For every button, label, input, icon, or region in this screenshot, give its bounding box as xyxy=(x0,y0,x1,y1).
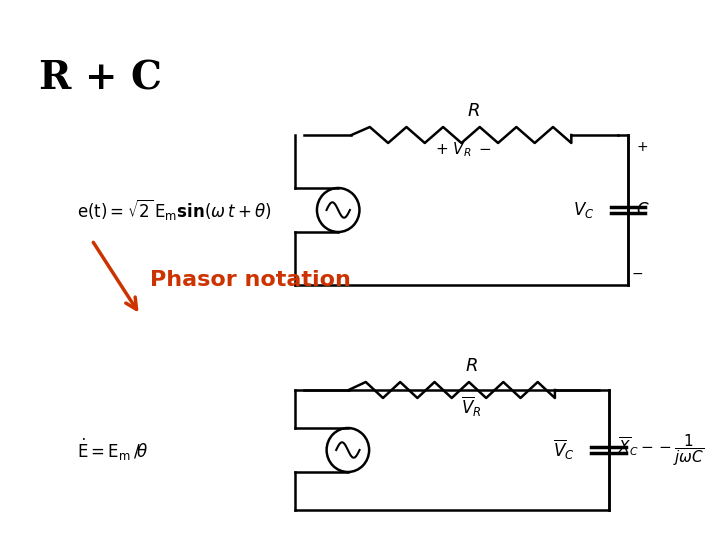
Text: $V_C$: $V_C$ xyxy=(573,200,594,220)
Text: $R$: $R$ xyxy=(467,102,480,120)
Text: $+\ V_R\ -$: $+\ V_R\ -$ xyxy=(436,140,492,159)
Text: $\mathrm{e(t)} = \sqrt{2}\,\mathrm{E_m}\mathbf{sin}(\omega\,t + \theta)$: $\mathrm{e(t)} = \sqrt{2}\,\mathrm{E_m}\… xyxy=(77,198,271,222)
Text: $R$: $R$ xyxy=(464,357,477,375)
Text: $\mathrm{\dot{E}} = \mathrm{E_m}\,/\!\theta$: $\mathrm{\dot{E}} = \mathrm{E_m}\,/\!\th… xyxy=(77,437,148,463)
Text: $+$: $+$ xyxy=(636,140,648,154)
Text: $-$: $-$ xyxy=(631,266,643,280)
Text: $\overline{V}_C$: $\overline{V}_C$ xyxy=(554,438,575,462)
Text: $\overline{V}_R$: $\overline{V}_R$ xyxy=(461,395,482,419)
Text: R + C: R + C xyxy=(39,60,162,98)
Text: $C$: $C$ xyxy=(636,201,649,219)
Text: Phasor notation: Phasor notation xyxy=(150,270,351,290)
Text: $\overline{X}_C - -\dfrac{1}{j\omega C}$: $\overline{X}_C - -\dfrac{1}{j\omega C}$ xyxy=(618,432,705,468)
